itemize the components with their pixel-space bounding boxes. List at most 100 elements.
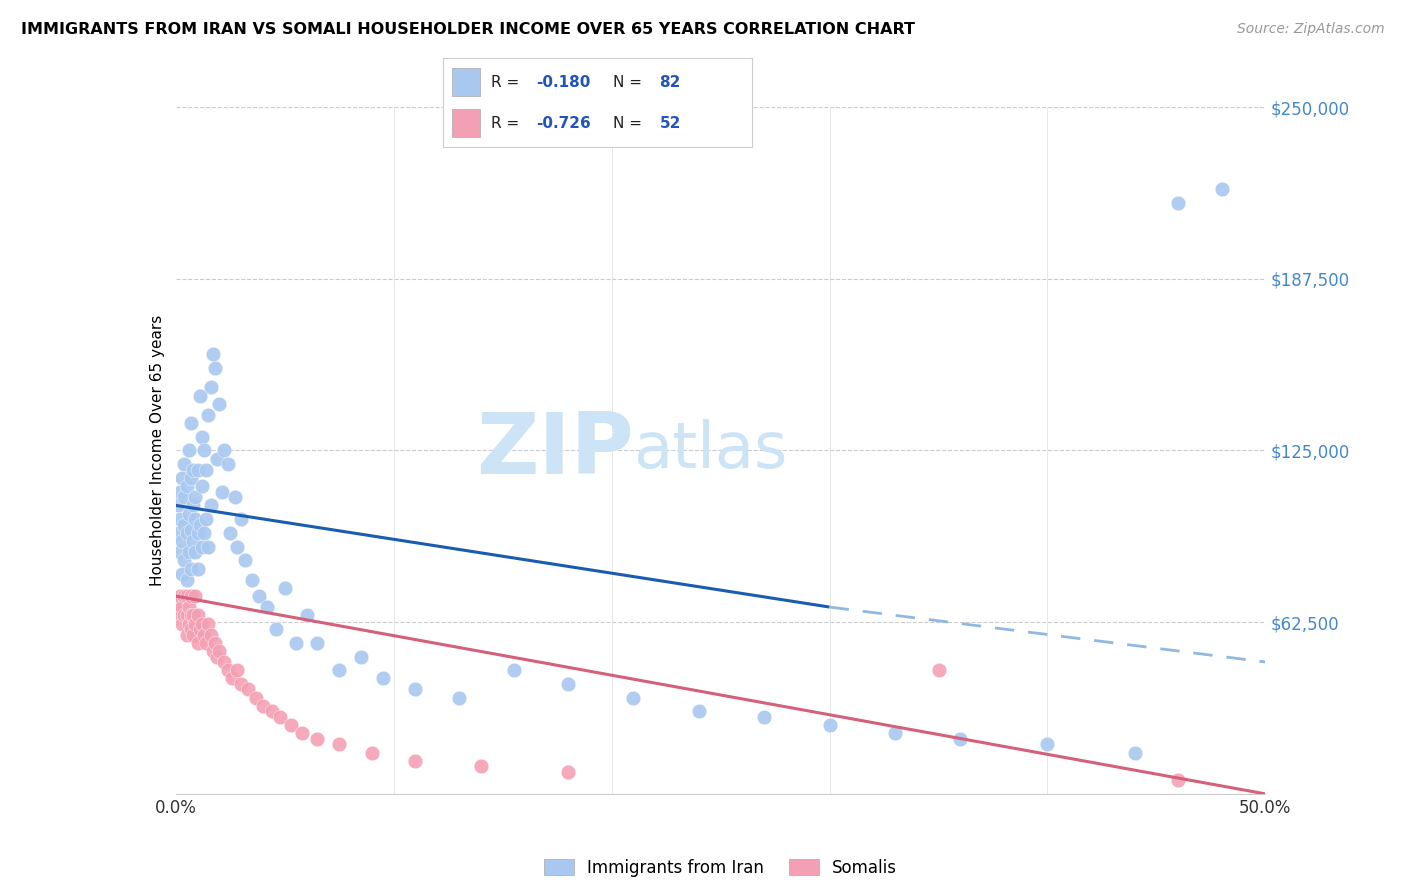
Point bbox=[169, 608, 191, 623]
Point bbox=[231, 512, 253, 526]
Point bbox=[186, 525, 209, 540]
Point bbox=[180, 608, 202, 623]
Point bbox=[181, 608, 204, 623]
Point bbox=[217, 663, 239, 677]
Point bbox=[176, 525, 198, 540]
Point bbox=[193, 525, 215, 540]
Point bbox=[167, 499, 190, 513]
Point bbox=[1211, 182, 1233, 196]
Point bbox=[200, 380, 222, 394]
Point bbox=[557, 764, 579, 779]
Point bbox=[177, 443, 200, 458]
Point bbox=[173, 553, 195, 567]
Point bbox=[173, 490, 195, 504]
Point bbox=[193, 627, 215, 641]
FancyBboxPatch shape bbox=[453, 68, 479, 96]
Text: IMMIGRANTS FROM IRAN VS SOMALI HOUSEHOLDER INCOME OVER 65 YEARS CORRELATION CHAR: IMMIGRANTS FROM IRAN VS SOMALI HOUSEHOLD… bbox=[21, 22, 915, 37]
Point bbox=[200, 627, 222, 641]
Point bbox=[949, 731, 972, 746]
Point bbox=[252, 698, 274, 713]
Point bbox=[1036, 738, 1059, 752]
Point bbox=[184, 616, 207, 631]
Point bbox=[928, 663, 950, 677]
Point bbox=[184, 490, 207, 504]
Point bbox=[167, 525, 190, 540]
Point bbox=[208, 644, 231, 658]
FancyBboxPatch shape bbox=[453, 109, 479, 137]
Point bbox=[256, 600, 278, 615]
Point bbox=[1167, 773, 1189, 788]
Point bbox=[284, 636, 307, 650]
Point bbox=[173, 517, 195, 532]
Point bbox=[557, 677, 579, 691]
Point bbox=[204, 636, 226, 650]
Point bbox=[188, 388, 211, 402]
Point bbox=[177, 616, 200, 631]
Point bbox=[172, 534, 194, 549]
Point bbox=[186, 463, 209, 477]
Point bbox=[269, 710, 291, 724]
Point bbox=[225, 663, 247, 677]
Point bbox=[167, 600, 190, 615]
Point bbox=[280, 718, 302, 732]
Point bbox=[177, 545, 200, 559]
Point bbox=[200, 499, 222, 513]
Point bbox=[184, 589, 207, 603]
Point bbox=[181, 463, 204, 477]
Point bbox=[186, 561, 209, 575]
Point bbox=[177, 507, 200, 521]
Point bbox=[169, 512, 191, 526]
Point bbox=[177, 589, 200, 603]
Text: N =: N = bbox=[613, 75, 647, 89]
Point bbox=[180, 416, 202, 430]
Point bbox=[169, 589, 191, 603]
Point bbox=[191, 616, 214, 631]
Text: R =: R = bbox=[491, 75, 524, 89]
Point bbox=[235, 553, 257, 567]
Point bbox=[754, 710, 776, 724]
Point bbox=[176, 608, 198, 623]
Point bbox=[191, 479, 214, 493]
Point bbox=[211, 484, 233, 499]
Point bbox=[405, 754, 427, 768]
Point bbox=[447, 690, 470, 705]
Point bbox=[195, 463, 218, 477]
Point bbox=[307, 731, 329, 746]
Point bbox=[184, 512, 207, 526]
Point bbox=[204, 361, 226, 376]
Point bbox=[176, 627, 198, 641]
Legend: Immigrants from Iran, Somalis: Immigrants from Iran, Somalis bbox=[536, 850, 905, 885]
Point bbox=[180, 523, 202, 537]
Point bbox=[208, 397, 231, 411]
Point bbox=[350, 649, 373, 664]
Point bbox=[173, 457, 195, 471]
Point bbox=[176, 573, 198, 587]
Point bbox=[502, 663, 524, 677]
Point bbox=[167, 594, 190, 608]
Point bbox=[307, 636, 329, 650]
Point bbox=[221, 672, 243, 686]
Point bbox=[173, 608, 195, 623]
Point bbox=[176, 479, 198, 493]
Point bbox=[360, 746, 382, 760]
Point bbox=[184, 545, 207, 559]
Text: Source: ZipAtlas.com: Source: ZipAtlas.com bbox=[1237, 22, 1385, 37]
Point bbox=[186, 636, 209, 650]
Point bbox=[470, 759, 492, 773]
Text: R =: R = bbox=[491, 116, 524, 130]
Point bbox=[371, 672, 394, 686]
Point bbox=[201, 644, 224, 658]
Point bbox=[217, 457, 239, 471]
Point bbox=[180, 622, 202, 636]
Point bbox=[1123, 746, 1146, 760]
Point bbox=[236, 682, 259, 697]
Point bbox=[181, 627, 204, 641]
Point bbox=[180, 561, 202, 575]
Text: atlas: atlas bbox=[633, 419, 787, 482]
Point bbox=[231, 677, 253, 691]
Point bbox=[173, 589, 195, 603]
Point bbox=[274, 581, 297, 595]
Point bbox=[177, 600, 200, 615]
Point bbox=[197, 540, 219, 554]
Point bbox=[186, 608, 209, 623]
